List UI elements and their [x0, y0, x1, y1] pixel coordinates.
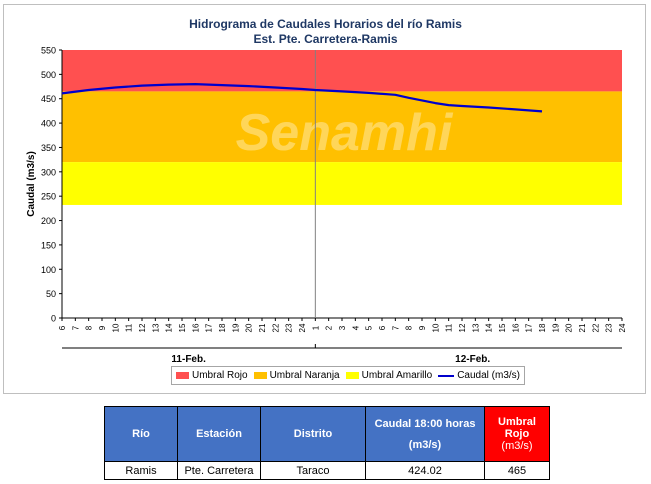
- y-axis-label: Caudal (m3/s): [26, 151, 37, 217]
- series-line-caudal: [61, 82, 543, 113]
- x-tick-label: 17: [205, 323, 214, 332]
- y-tick-label: 450: [41, 94, 56, 104]
- y-tick-label: 500: [41, 70, 56, 80]
- header-estacion: Estación: [177, 406, 261, 462]
- y-tick-label: 400: [41, 119, 56, 129]
- header-caudal-line2: (m3/s): [408, 438, 442, 451]
- header-umbral-line1: Umbral: [498, 416, 536, 428]
- y-tick-label: 150: [41, 240, 56, 250]
- cell-rio: Ramis: [104, 461, 178, 480]
- senamhi-watermark: Senamhi: [236, 104, 454, 162]
- threshold-band-umbral-naranja: [62, 91, 622, 163]
- x-tick-label: 2: [325, 325, 334, 330]
- x-tick-label: 20: [565, 323, 574, 332]
- x-tick-label: 7: [71, 325, 80, 330]
- x-tick-label: 19: [551, 323, 560, 332]
- y-tick-label: 0: [51, 314, 56, 324]
- x-tick-label: 16: [511, 323, 520, 332]
- x-tick-label: 18: [538, 323, 547, 332]
- x-tick-label: 10: [431, 323, 440, 332]
- x-tick-label: 21: [578, 323, 587, 332]
- header-umbral-rojo: Umbral Rojo (m3/s): [484, 406, 550, 462]
- legend-color-swatch: [253, 372, 267, 379]
- x-tick-label: 6: [58, 325, 67, 330]
- x-tick-label: 13: [151, 323, 160, 332]
- x-tick-label: 8: [85, 325, 94, 330]
- x-tick-label: 14: [485, 323, 494, 332]
- hydrograph-chart: Senamhi 0 50 100 150 200 250 300 350 400 450 500 550…: [26, 46, 627, 366]
- x-tick-label: 6: [378, 325, 387, 330]
- x-tick-label: 13: [471, 323, 480, 332]
- station-info-table: Río Estación Distrito Caudal 18:00 horas…: [104, 406, 550, 480]
- legend-color-swatch: [345, 372, 359, 379]
- table-row: Ramis Pte. Carretera Taraco 424.02 465: [104, 461, 550, 480]
- x-tick-label: 24: [298, 323, 307, 332]
- x-tick-label: 19: [231, 323, 240, 332]
- x-tick-label: 15: [498, 323, 507, 332]
- x-tick-label: 23: [605, 323, 614, 332]
- header-caudal-line1: Caudal 18:00 horas: [374, 417, 476, 430]
- cell-umbral: 465: [484, 461, 550, 480]
- x-tick-label: 12: [458, 323, 467, 332]
- legend-item: Caudal (m3/s): [438, 370, 520, 381]
- x-tick-label: 17: [525, 323, 534, 332]
- header-caudal: Caudal 18:00 horas (m3/s): [365, 406, 485, 462]
- y-tick-label: 550: [41, 46, 56, 56]
- x-tick-label: 21: [258, 323, 267, 332]
- y-tick-label: 200: [41, 216, 56, 226]
- y-tick-label: 350: [41, 143, 56, 153]
- x-tick-label: 20: [245, 323, 254, 332]
- y-tick-label: 50: [46, 289, 56, 299]
- chart-subtitle: Est. Pte. Carretera-Ramis: [253, 32, 398, 46]
- legend-label: Umbral Naranja: [269, 370, 340, 381]
- legend-color-swatch: [176, 372, 189, 379]
- x-tick-label: 10: [111, 323, 120, 332]
- x-tick-label: 24: [618, 323, 627, 332]
- x-tick-label: 5: [365, 325, 374, 330]
- legend-item: Umbral Amarillo: [345, 370, 433, 381]
- header-rio: Río: [104, 406, 178, 462]
- x-tick-label: 4: [351, 325, 360, 330]
- cell-estacion: Pte. Carretera: [177, 461, 261, 480]
- legend-label: Umbral Rojo: [192, 370, 248, 381]
- legend-label: Umbral Amarillo: [361, 370, 433, 381]
- x-tick-label: 14: [165, 323, 174, 332]
- x-tick-label: 11: [445, 323, 454, 332]
- x-tick-label: 16: [191, 323, 200, 332]
- chart-frame: Hidrograma de Caudales Horarios del río …: [3, 4, 646, 394]
- cell-caudal: 424.02: [365, 461, 485, 480]
- chart-title: Hidrograma de Caudales Horarios del río …: [189, 17, 462, 31]
- chart-legend: Umbral Rojo Umbral Naranja Umbral Amarillo…: [171, 366, 525, 385]
- x-tick-label: 22: [591, 323, 600, 332]
- x-tick-label: 7: [391, 325, 400, 330]
- y-tick-label: 100: [41, 265, 56, 275]
- x-tick-label: 3: [338, 325, 347, 330]
- x-tick-label: 9: [418, 325, 427, 330]
- table-header-row: Río Estación Distrito Caudal 18:00 horas…: [104, 406, 550, 462]
- y-tick-label: 250: [41, 192, 56, 202]
- x-tick-label: 18: [218, 323, 227, 332]
- header-distrito: Distrito: [260, 406, 366, 462]
- legend-item: Umbral Rojo: [176, 370, 248, 381]
- x-tick-label: 11: [125, 323, 134, 332]
- x-tick-label: 12: [138, 323, 147, 332]
- x-tick-label: 1: [311, 325, 320, 330]
- x-tick-label: 8: [405, 325, 414, 330]
- cell-distrito: Taraco: [260, 461, 366, 480]
- legend-label: Caudal (m3/s): [457, 370, 520, 381]
- date-group-label: 12-Feb.: [455, 354, 490, 365]
- date-group-label: 11-Feb.: [171, 354, 206, 365]
- x-tick-label: 23: [285, 323, 294, 332]
- threshold-band-umbral-amarillo: [62, 162, 622, 205]
- header-umbral-line3: (m3/s): [501, 440, 533, 452]
- legend-line-swatch: [438, 374, 455, 377]
- legend-item: Umbral Naranja: [253, 370, 340, 381]
- x-tick-label: 9: [98, 325, 107, 330]
- x-tick-label: 22: [271, 323, 280, 332]
- header-umbral-line2: Rojo: [504, 428, 530, 440]
- x-tick-label: 15: [178, 323, 187, 332]
- y-tick-label: 300: [41, 167, 56, 177]
